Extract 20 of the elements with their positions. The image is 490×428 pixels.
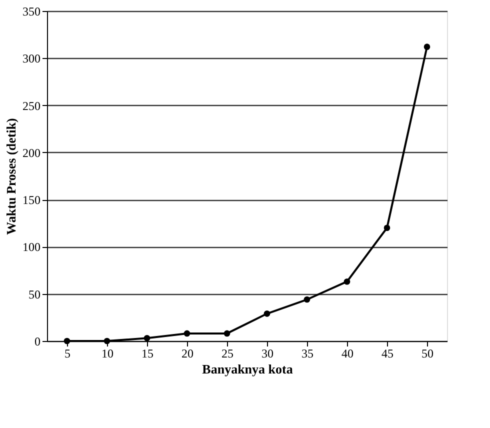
y-tick-label: 350 [22, 4, 40, 18]
y-tick-label: 50 [28, 287, 40, 302]
x-tick-label: 10 [102, 346, 114, 360]
y-tick-label: 300 [22, 52, 40, 66]
x-tick-label: 35 [302, 346, 314, 360]
y-tick-label: 100 [22, 240, 40, 254]
y-tick-label: 200 [22, 146, 40, 160]
y-tick-label: 250 [22, 98, 40, 113]
x-tick-label: 45 [382, 346, 394, 360]
y-tick-label: 150 [22, 193, 40, 208]
x-tick-label: 40 [342, 346, 354, 360]
x-tick-label: 30 [262, 346, 274, 360]
x-tick-label: 50 [422, 346, 434, 360]
y-axis-title: Waktu Proses (detik) [4, 118, 18, 235]
x-tick-label: 5 [64, 346, 70, 360]
x-tick-label: 25 [222, 346, 234, 360]
y-tick-label: 0 [34, 334, 40, 348]
x-axis-title: Banyaknya kota [202, 362, 294, 376]
x-tick-label: 20 [182, 346, 194, 360]
x-tick-label: 15 [142, 346, 154, 360]
